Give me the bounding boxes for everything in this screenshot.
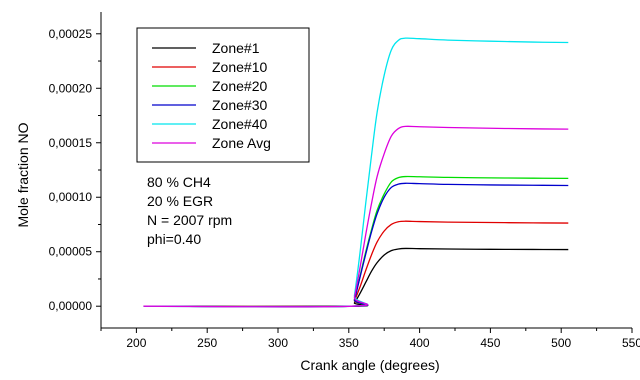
x-tick-label: 250 (197, 336, 217, 350)
y-tick-label: 0,00000 (49, 299, 93, 313)
legend-label: Zone#20 (212, 78, 267, 94)
y-tick-label: 0,00015 (49, 136, 93, 150)
x-tick-label: 450 (480, 336, 500, 350)
annotation-text: N = 2007 rpm (147, 212, 232, 228)
x-axis-label: Crank angle (degrees) (300, 357, 439, 373)
y-tick-label: 0,00025 (49, 27, 93, 41)
plot-area (143, 37, 569, 308)
legend-label: Zone#1 (212, 40, 260, 56)
y-axis-label: Mole fraction NO (15, 122, 31, 227)
x-tick-label: 350 (339, 336, 359, 350)
annotation-text: 80 % CH4 (147, 174, 211, 190)
annotations: 80 % CH4 20 % EGR N = 2007 rpm phi=0.40 (147, 174, 232, 247)
x-tick-label: 400 (410, 336, 430, 350)
series-line-zone-30 (143, 182, 569, 308)
legend-label: Zone#10 (212, 59, 267, 75)
y-tick-label: 0,00020 (49, 81, 93, 95)
x-tick-label: 200 (126, 336, 146, 350)
series-line-zone-1 (143, 247, 569, 308)
legend-label: Zone Avg (212, 135, 271, 151)
y-tick-label: 0,00005 (49, 245, 93, 259)
legend-label: Zone#30 (212, 97, 267, 113)
legend-label: Zone#40 (212, 116, 267, 132)
x-tick-label: 550 (622, 336, 640, 350)
ticks: 200 250 300 350 400 450 500 550 0,00000 0,00005 0,… (49, 27, 640, 350)
annotation-text: phi=0.40 (147, 231, 201, 247)
series-line-zone-avg (143, 125, 569, 308)
x-tick-label: 300 (268, 336, 288, 350)
annotation-text: 20 % EGR (147, 193, 213, 209)
y-tick-label: 0,00010 (49, 190, 93, 204)
x-tick-label: 500 (551, 336, 571, 350)
legend-box (136, 27, 310, 163)
legend: Zone#1 Zone#10 Zone#20 Zone#30 Zone#40 Zone A… (136, 27, 310, 163)
